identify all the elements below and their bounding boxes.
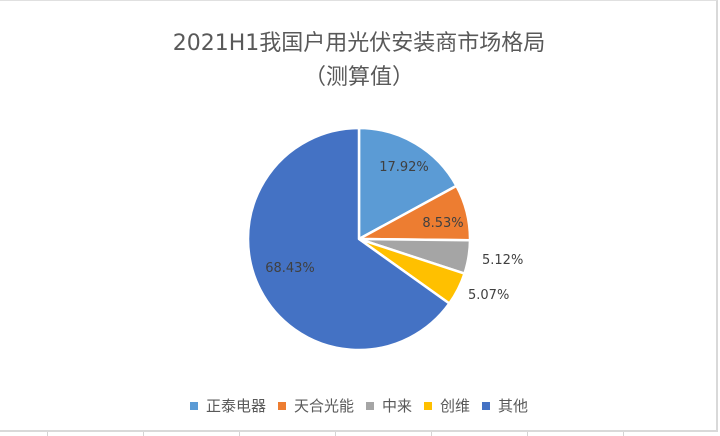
slice-others[interactable] (246, 126, 451, 352)
slice-chint[interactable] (357, 126, 458, 241)
legend-label: 其他 (498, 397, 529, 415)
gridline (527, 432, 528, 436)
gridline (239, 432, 240, 436)
chart-legend[interactable]: 正泰电器 天合光能 中来 创维 其他 (0, 395, 718, 417)
chart-title: 2021H1我国户用光伏安装商市场格局 (172, 31, 546, 56)
gridline (47, 432, 48, 436)
legend-swatch-icon (365, 402, 374, 410)
data-label: 68.43% (265, 261, 315, 276)
legend-swatch-icon (277, 402, 286, 410)
gridline (431, 432, 432, 436)
sheet-gridlines (0, 432, 720, 436)
gridline (335, 432, 336, 436)
legend-label: 天合光能 (293, 397, 354, 415)
legend-item-chint[interactable]: 正泰电器 (189, 395, 266, 417)
legend-label: 创维 (440, 397, 471, 415)
data-label: 8.53% (422, 216, 463, 231)
legend-swatch-icon (482, 402, 491, 410)
legend-item-others[interactable]: 其他 (482, 395, 528, 417)
legend-item-skyworth[interactable]: 创维 (424, 395, 470, 417)
data-label: 5.12% (482, 253, 523, 268)
legend-item-jolywood[interactable]: 中来 (365, 395, 412, 417)
gridline (623, 432, 624, 436)
data-label: 17.92% (379, 160, 429, 175)
gridline (143, 432, 144, 436)
chart-subtitle: （测算值） (303, 65, 414, 90)
legend-label: 正泰电器 (205, 397, 266, 415)
legend-swatch-icon (424, 402, 432, 410)
legend-label: 中来 (381, 397, 412, 415)
legend-item-trina[interactable]: 天合光能 (277, 395, 354, 417)
data-label: 5.07% (468, 288, 509, 303)
legend-swatch-icon (189, 402, 198, 410)
